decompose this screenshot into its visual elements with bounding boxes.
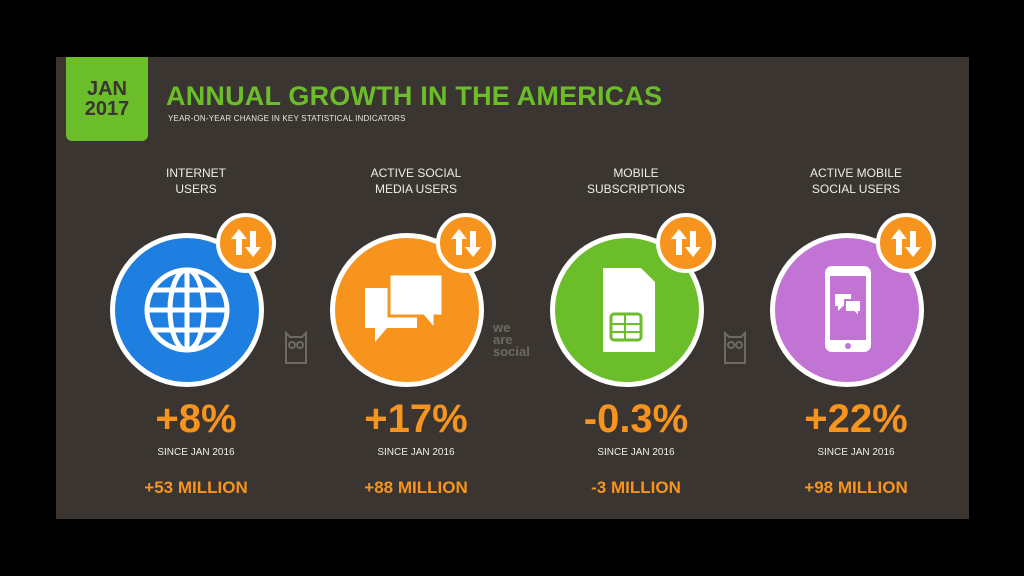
- percent-change: +17%: [364, 397, 468, 441]
- date-year: 2017: [84, 98, 130, 120]
- card-active-mobile-social-users: ACTIVE MOBILE SOCIAL USERS +22% SINCE JA…: [756, 165, 956, 497]
- date-month: JAN: [86, 78, 127, 100]
- percent-change: -0.3%: [583, 397, 689, 441]
- card-label: MOBILE SUBSCRIPTIONS: [586, 166, 685, 196]
- card-active-social-media-users: ACTIVE SOCIAL MEDIA USERS +17% SINCE JAN…: [316, 165, 516, 497]
- we-are-social-watermark: we are social: [493, 320, 530, 359]
- absolute-change: -3 MILLION: [591, 478, 681, 497]
- absolute-change: +98 MILLION: [804, 478, 908, 497]
- card-label: INTERNET USERS: [166, 166, 226, 196]
- date-badge: JAN 2017: [66, 57, 148, 141]
- absolute-change: +53 MILLION: [144, 478, 248, 497]
- owl-logo-icon: [285, 330, 307, 364]
- percent-change: +22%: [804, 397, 908, 441]
- growth-arrows-icon: [876, 213, 936, 273]
- infographic-slide: JAN 2017 ANNUAL GROWTH IN THE AMERICAS Y…: [56, 57, 969, 519]
- since-label: SINCE JAN 2016: [817, 447, 895, 458]
- since-label: SINCE JAN 2016: [597, 447, 675, 458]
- card-internet-users: INTERNET USERS +8% SINCE JAN 2016 +53 MI…: [96, 165, 296, 497]
- since-label: SINCE JAN 2016: [377, 447, 455, 458]
- since-label: SINCE JAN 2016: [157, 447, 235, 458]
- mobile-chat-icon: [770, 233, 924, 387]
- page-subtitle: YEAR-ON-YEAR CHANGE IN KEY STATISTICAL I…: [168, 114, 406, 123]
- absolute-change: +88 MILLION: [364, 478, 468, 497]
- growth-arrows-icon: [656, 213, 716, 273]
- percent-change: +8%: [155, 397, 237, 441]
- card-mobile-subscriptions: MOBILE SUBSCRIPTIONS -0.3% SINCE JAN 201…: [536, 165, 736, 497]
- page-title: ANNUAL GROWTH IN THE AMERICAS: [166, 81, 663, 111]
- growth-arrows-icon: [436, 213, 496, 273]
- card-label: ACTIVE SOCIAL MEDIA USERS: [370, 166, 462, 196]
- card-label: ACTIVE MOBILE SOCIAL USERS: [809, 166, 903, 196]
- owl-logo-icon: [724, 330, 746, 364]
- growth-arrows-icon: [216, 213, 276, 273]
